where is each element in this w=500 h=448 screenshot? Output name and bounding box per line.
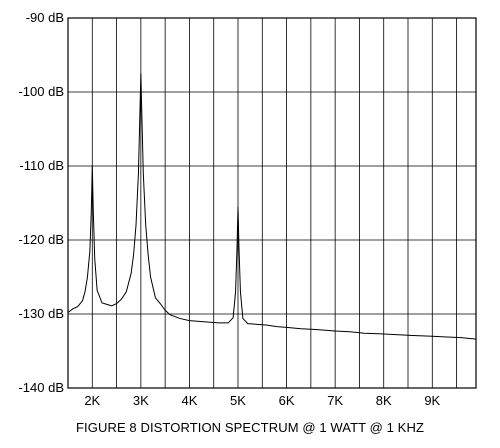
spectrum-trace (67, 73, 477, 340)
x-tick-label: 3K (133, 393, 149, 408)
grid-lines (67, 17, 476, 389)
x-tick-label: 8K (376, 393, 392, 408)
x-tick-label: 5K (230, 393, 246, 408)
x-tick-label: 7K (327, 393, 343, 408)
x-tick-label: 9K (424, 393, 440, 408)
y-tick-label: -140 dB (18, 380, 64, 395)
x-tick-label: 4K (181, 393, 197, 408)
y-tick-label: -90 dB (26, 10, 64, 25)
x-tick-label: 6K (279, 393, 295, 408)
plot-border (67, 17, 477, 389)
y-tick-label: -110 dB (19, 158, 64, 173)
y-tick-label: -130 dB (18, 306, 64, 321)
x-tick-label: 2K (84, 393, 100, 408)
y-tick-label: -120 dB (18, 232, 64, 247)
x-axis-tick-labels: 2K 3K 4K 5K 6K 7K 8K 9K (84, 393, 440, 408)
y-tick-label: -100 dB (18, 84, 64, 99)
y-axis-tick-labels: -90 dB -100 dB -110 dB -120 dB -130 dB -140 d… (18, 10, 64, 395)
chart-title: FIGURE 8 DISTORTION SPECTRUM @ 1 WATT @ … (76, 420, 424, 435)
